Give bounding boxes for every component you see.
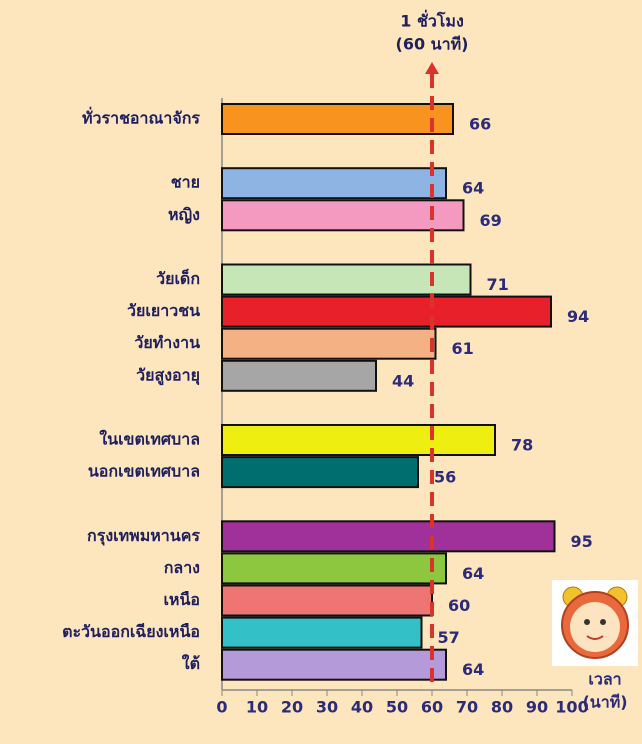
category-label: ทั่วราชอาณาจักร: [82, 107, 200, 128]
chart: 0102030405060708090100ทั่วราชอาณาจักร66ช…: [0, 0, 642, 744]
value-label: 71: [487, 275, 509, 294]
value-label: 60: [448, 596, 470, 615]
x-tick-label: 10: [246, 698, 268, 717]
x-tick-label: 0: [216, 698, 227, 717]
value-label: 57: [438, 628, 460, 647]
category-label: กรุงเทพมหานคร: [87, 526, 200, 546]
reference-label: 1 ชั่วโมง: [400, 10, 464, 31]
x-tick-label: 80: [491, 698, 513, 717]
x-tick-label: 40: [351, 698, 373, 717]
bar: [222, 168, 446, 198]
category-label: วัยเด็ก: [156, 267, 200, 288]
bar: [222, 361, 376, 391]
bar: [222, 329, 436, 359]
reference-label: (60 นาที): [396, 35, 469, 54]
bar: [222, 586, 432, 616]
x-tick-label: 70: [456, 698, 478, 717]
bar: [222, 457, 418, 487]
category-label: ใต้: [182, 654, 200, 673]
value-label: 78: [511, 436, 533, 455]
value-label: 64: [462, 564, 484, 583]
category-label: วัยสูงอายุ: [136, 365, 200, 386]
bar: [222, 553, 446, 583]
value-label: 61: [452, 339, 474, 358]
value-label: 94: [567, 307, 589, 326]
value-label: 95: [571, 532, 593, 551]
category-label: ตะวันออกเฉียงเหนือ: [62, 622, 200, 641]
category-label: วัยทำงาน: [134, 333, 200, 352]
value-label: 44: [392, 371, 414, 390]
page: {"chart_data": {"type": "bar", "orientat…: [0, 0, 642, 744]
category-label: เหนือ: [163, 590, 200, 609]
bar: [222, 650, 446, 680]
x-tick-label: 50: [386, 698, 408, 717]
bar: [222, 297, 551, 327]
category-label: กลาง: [164, 558, 200, 577]
x-tick-label: 20: [281, 698, 303, 717]
x-tick-label: 60: [421, 698, 443, 717]
value-label: 66: [469, 115, 491, 134]
value-label: 56: [434, 468, 456, 487]
x-tick-label: 30: [316, 698, 338, 717]
x-axis-label: (นาที): [582, 693, 627, 712]
category-label: วัยเยาวชน: [127, 301, 200, 320]
bar: [222, 104, 453, 134]
reference-arrow: [425, 62, 439, 74]
category-label: นอกเขตเทศบาล: [88, 462, 200, 481]
category-label: ในเขตเทศบาล: [99, 430, 200, 449]
clock-icon: [552, 580, 638, 666]
x-axis-label: เวลา: [588, 670, 621, 689]
bar: [222, 618, 422, 648]
x-tick-label: 90: [526, 698, 548, 717]
category-label: ชาย: [171, 173, 200, 192]
value-label: 64: [462, 660, 484, 679]
category-label: หญิง: [168, 205, 200, 225]
value-label: 64: [462, 179, 484, 198]
bar: [222, 425, 495, 455]
bar: [222, 200, 464, 230]
value-label: 69: [480, 211, 502, 230]
bar: [222, 521, 555, 551]
